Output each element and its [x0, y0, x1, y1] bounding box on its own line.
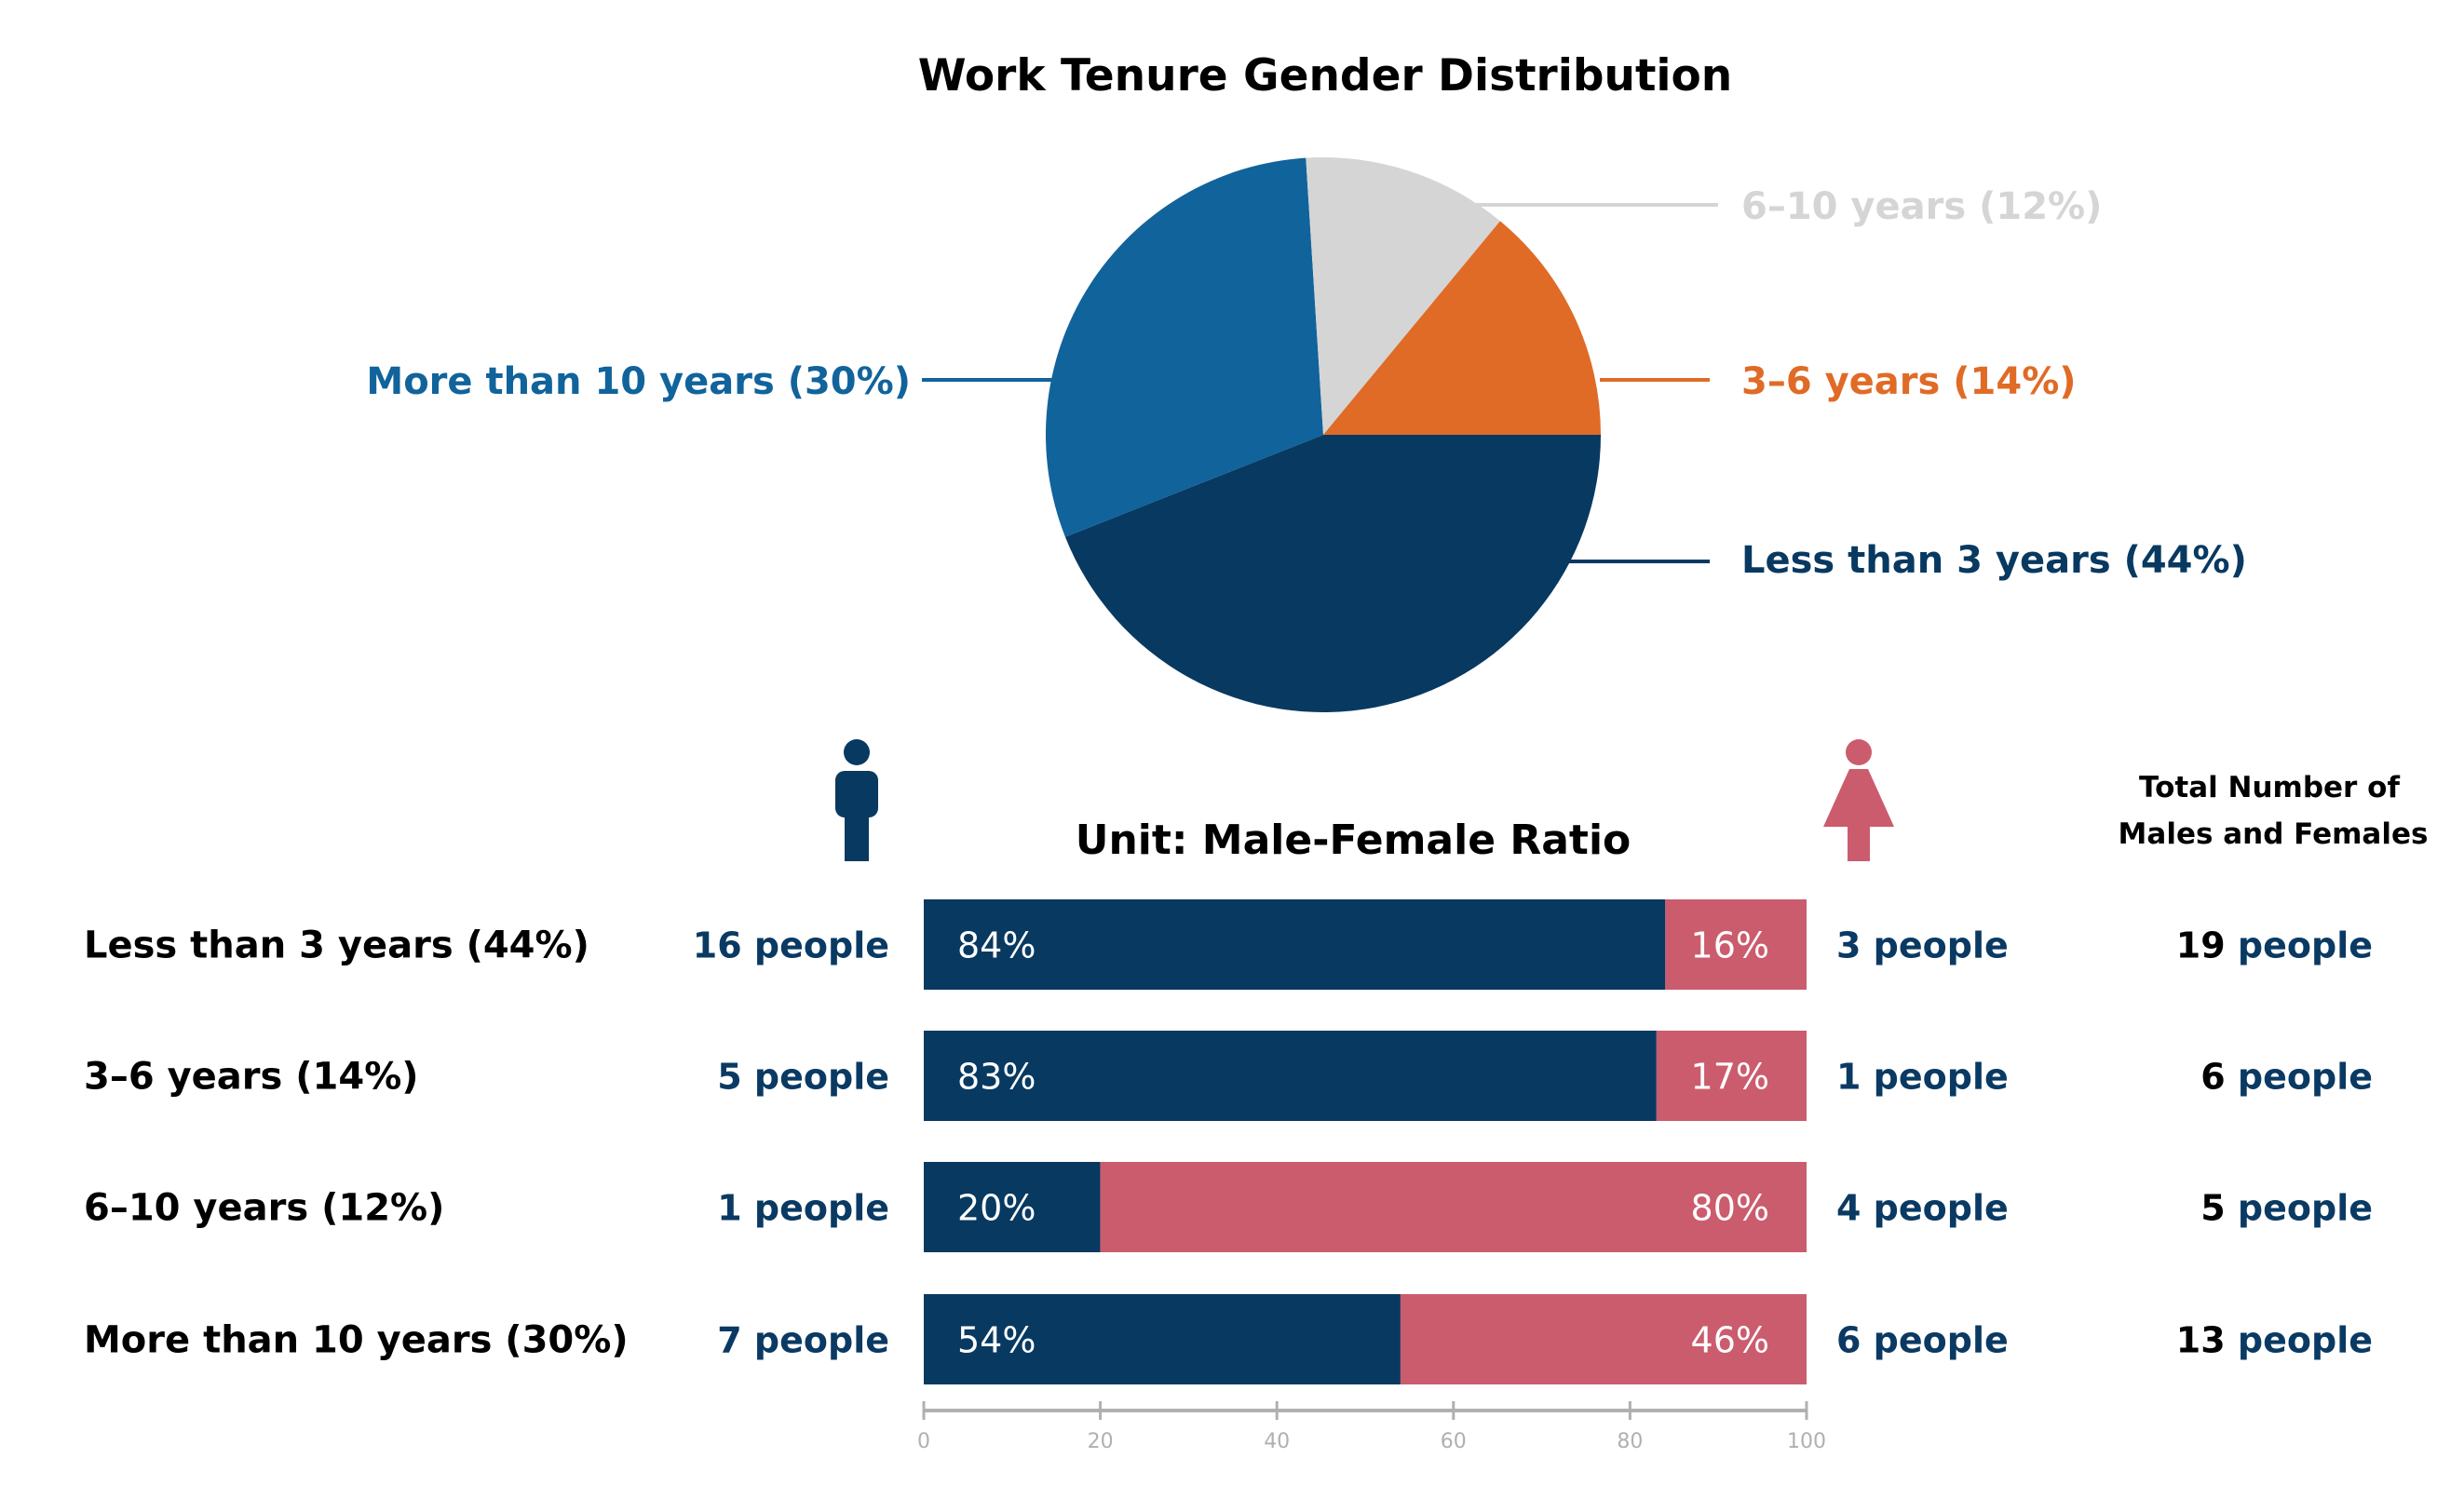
pie-label-more-10: More than 10 years (30%) [366, 360, 911, 403]
total-header-line-2: Males and Females [2119, 817, 2429, 851]
total-count: 13 people [2176, 1320, 2373, 1361]
total-header-line-1: Total Number of [2139, 771, 2400, 804]
category-label: 3–6 years (14%) [84, 1056, 419, 1099]
x-tick-label: 40 [1264, 1430, 1290, 1453]
male-bar [924, 1162, 1101, 1252]
total-count: 6 people [2200, 1057, 2373, 1098]
category-label: 6–10 years (12%) [84, 1187, 444, 1230]
female-percent-label: 16% [1691, 925, 1769, 966]
chart-title: Work Tenure Gender Distribution [918, 50, 1733, 101]
x-axis: 0 20 40 60 80 100 [917, 1401, 1826, 1453]
female-person-icon [1823, 739, 1894, 861]
stacked-bar-chart: Less than 3 years (44%) 16 people 84% 16% 3 … [84, 899, 2373, 1384]
female-count: 3 people [1836, 925, 2009, 966]
male-percent-label: 54% [957, 1320, 1036, 1361]
pie-label-6-10: 6–10 years (12%) [1741, 185, 2102, 228]
female-bar [1665, 899, 1807, 990]
total-count: 19 people [2176, 925, 2373, 966]
male-count: 7 people [717, 1320, 889, 1361]
x-tick-label: 60 [1441, 1430, 1467, 1453]
female-count: 6 people [1836, 1320, 2009, 1361]
female-count: 4 people [1836, 1188, 2009, 1229]
x-tick-label: 20 [1088, 1430, 1114, 1453]
category-label: More than 10 years (30%) [84, 1319, 629, 1362]
male-bar [924, 1031, 1657, 1121]
total-count: 5 people [2200, 1188, 2373, 1229]
male-percent-label: 84% [957, 925, 1036, 966]
female-percent-label: 17% [1691, 1057, 1769, 1098]
male-percent-label: 83% [957, 1057, 1036, 1098]
female-bar [1100, 1162, 1807, 1252]
bar-chart-subtitle: Unit: Male-Female Ratio [1076, 817, 1631, 864]
male-count: 16 people [693, 925, 889, 966]
male-percent-label: 20% [957, 1188, 1036, 1229]
female-bar [1656, 1031, 1807, 1121]
female-count: 1 people [1836, 1057, 2009, 1098]
pie-label-3-6: 3–6 years (14%) [1741, 360, 2077, 403]
male-count: 5 people [717, 1057, 889, 1098]
female-percent-label: 80% [1691, 1188, 1769, 1229]
pie-chart [1046, 157, 1601, 712]
male-bar [924, 1294, 1401, 1384]
pie-slice-less-3 [1064, 435, 1601, 712]
pie-slice-3-6 [1323, 221, 1601, 435]
male-bar [924, 899, 1666, 990]
x-tick-label: 100 [1787, 1430, 1826, 1453]
pie-label-less-3: Less than 3 years (44%) [1741, 539, 2247, 582]
female-percent-label: 46% [1691, 1320, 1769, 1361]
category-label: Less than 3 years (44%) [84, 925, 589, 967]
male-person-icon [835, 739, 878, 861]
pie-slice-6-10 [1306, 157, 1500, 435]
x-tick-label: 80 [1617, 1430, 1643, 1453]
x-tick-label: 0 [917, 1430, 930, 1453]
female-bar [1400, 1294, 1807, 1384]
pie-slice-more-10 [1046, 157, 1323, 537]
male-count: 1 people [717, 1188, 889, 1229]
